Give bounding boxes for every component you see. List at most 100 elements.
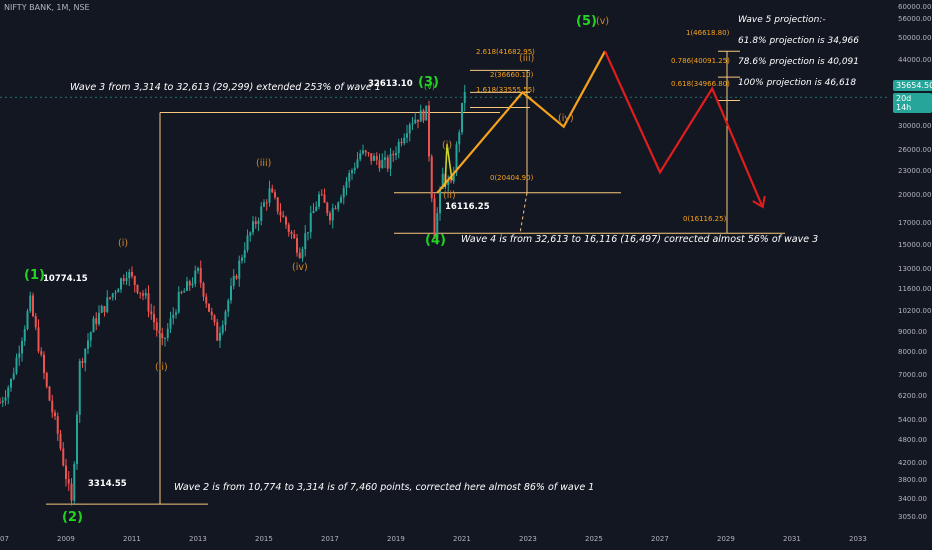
candles-layer xyxy=(0,84,466,506)
candle xyxy=(114,289,117,301)
candle xyxy=(414,112,417,125)
candle-body xyxy=(309,213,312,233)
candle xyxy=(136,284,139,295)
price-tick-label: 50000.00 xyxy=(898,34,932,43)
candle xyxy=(117,288,120,293)
candle-body xyxy=(392,153,395,156)
candle xyxy=(153,305,155,330)
candle xyxy=(70,478,73,506)
fib-dashed-line xyxy=(519,192,528,234)
candle xyxy=(224,309,227,332)
candle-body xyxy=(364,150,367,153)
candle-body xyxy=(29,295,32,312)
wave3-annotation: Wave 3 from 3,314 to 32,613 (29,299) ext… xyxy=(70,82,381,93)
candle-body xyxy=(304,233,307,250)
candle-body xyxy=(375,156,378,161)
candle xyxy=(202,281,205,301)
candle-body xyxy=(34,315,37,328)
projection-line-1: 61.8% projection is 34,966 xyxy=(738,36,859,46)
candle-body xyxy=(208,303,210,312)
fib-levels-layer xyxy=(0,50,888,505)
candle-body xyxy=(318,194,320,207)
candle-body xyxy=(249,232,252,236)
candle-body xyxy=(103,306,106,313)
subwave-iv-label: (iv) xyxy=(292,262,308,273)
candle xyxy=(378,153,381,172)
candle-body xyxy=(98,312,100,325)
countdown-tag: 20d 14h xyxy=(893,93,932,113)
candle xyxy=(274,189,276,200)
candle xyxy=(452,166,455,184)
candle xyxy=(76,411,78,470)
price-tick-label: 7000.00 xyxy=(898,371,927,380)
candle-body xyxy=(238,260,241,279)
fib-label-0786: 0.786(40091.25) xyxy=(671,57,730,65)
candle-body xyxy=(7,387,10,398)
candle xyxy=(92,316,95,333)
candle xyxy=(169,311,172,333)
candle xyxy=(301,246,304,262)
candle-body xyxy=(224,311,227,326)
candle-body xyxy=(92,318,95,333)
wave-5-label: (5) xyxy=(576,14,597,29)
candle xyxy=(334,205,337,210)
candle xyxy=(254,216,257,229)
candle-body xyxy=(186,281,188,291)
subwave-v-b-label: (v) xyxy=(596,16,610,27)
candle-body xyxy=(153,314,155,323)
candle xyxy=(155,318,158,337)
candle-body xyxy=(180,291,183,293)
candle-body xyxy=(450,180,452,182)
symbol-label[interactable]: NIFTY BANK, 1M, NSE xyxy=(4,3,90,12)
candle-body xyxy=(397,141,400,154)
candle-body xyxy=(331,208,334,221)
candle-body xyxy=(386,157,389,169)
candle-body xyxy=(210,311,213,316)
price-tick-label: 11600.00 xyxy=(898,284,932,293)
candle xyxy=(95,312,98,331)
candle xyxy=(353,162,356,175)
candle-body xyxy=(0,402,1,404)
candle-body xyxy=(348,173,351,182)
candle-body xyxy=(125,278,128,282)
price-scale[interactable]: 60000.0056000.0050000.0044000.0038000.00… xyxy=(888,0,932,550)
candle-body xyxy=(406,133,408,138)
candle xyxy=(48,385,51,402)
candle-body xyxy=(378,160,381,169)
candle xyxy=(290,230,293,240)
price-tick-label: 4800.00 xyxy=(898,435,927,444)
candle-body xyxy=(89,332,92,341)
candle xyxy=(373,153,375,162)
candle-body xyxy=(271,188,274,193)
candle xyxy=(419,104,422,122)
candle xyxy=(337,201,340,212)
candle-body xyxy=(191,283,194,286)
candle-body xyxy=(395,153,397,156)
candle xyxy=(199,260,202,288)
candle-body xyxy=(147,293,150,312)
candle-body xyxy=(356,159,359,168)
candle-body xyxy=(213,315,216,323)
candle xyxy=(282,210,285,218)
candle-body xyxy=(430,156,433,199)
candle-body xyxy=(452,172,455,182)
candle-body xyxy=(177,291,180,313)
candle xyxy=(89,331,92,348)
candle-body xyxy=(45,372,48,387)
candle xyxy=(285,215,287,229)
candle-body xyxy=(122,278,125,282)
candle xyxy=(18,345,21,366)
projection-red-line xyxy=(603,50,763,206)
projection-line-3: 100% projection is 46,618 xyxy=(738,78,857,88)
candle xyxy=(389,148,392,177)
candle xyxy=(309,205,312,239)
candle-body xyxy=(216,322,219,341)
subwave-ii-label: (ii) xyxy=(155,362,168,373)
candle-body xyxy=(257,220,260,224)
candle-body xyxy=(260,206,263,221)
candle-body xyxy=(73,464,76,501)
time-tick-label: 2023 xyxy=(519,535,537,543)
time-scale[interactable]: 07 2009 2011 2013 2015 2017 2019 2021 2023 2025 20… xyxy=(0,530,888,550)
